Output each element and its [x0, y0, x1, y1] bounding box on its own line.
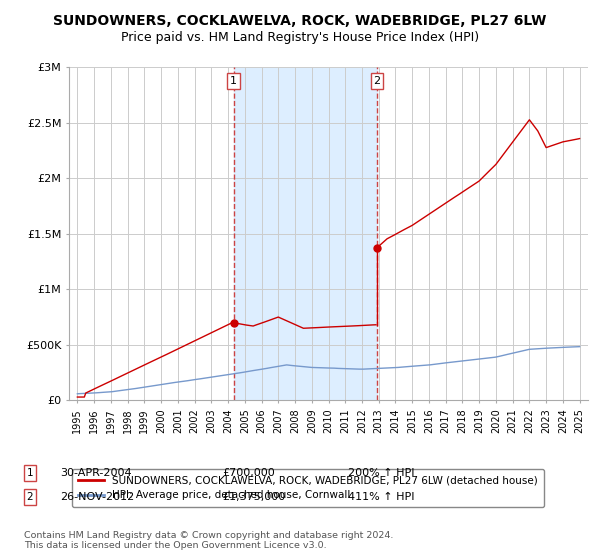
Legend: SUNDOWNERS, COCKLAWELVA, ROCK, WADEBRIDGE, PL27 6LW (detached house), HPI: Avera: SUNDOWNERS, COCKLAWELVA, ROCK, WADEBRIDG… — [71, 469, 544, 507]
Text: SUNDOWNERS, COCKLAWELVA, ROCK, WADEBRIDGE, PL27 6LW: SUNDOWNERS, COCKLAWELVA, ROCK, WADEBRIDG… — [53, 14, 547, 28]
Text: Contains HM Land Registry data © Crown copyright and database right 2024.
This d: Contains HM Land Registry data © Crown c… — [24, 531, 394, 550]
Text: 200% ↑ HPI: 200% ↑ HPI — [348, 468, 415, 478]
Text: £1,375,000: £1,375,000 — [222, 492, 285, 502]
Text: 411% ↑ HPI: 411% ↑ HPI — [348, 492, 415, 502]
Text: Price paid vs. HM Land Registry's House Price Index (HPI): Price paid vs. HM Land Registry's House … — [121, 31, 479, 44]
Text: £700,000: £700,000 — [222, 468, 275, 478]
Text: 1: 1 — [26, 468, 34, 478]
Bar — [233, 67, 377, 400]
Text: 1: 1 — [230, 76, 237, 86]
Text: 2: 2 — [26, 492, 34, 502]
Text: 26-NOV-2012: 26-NOV-2012 — [60, 492, 134, 502]
Text: 2: 2 — [373, 76, 380, 86]
Text: 30-APR-2004: 30-APR-2004 — [60, 468, 131, 478]
